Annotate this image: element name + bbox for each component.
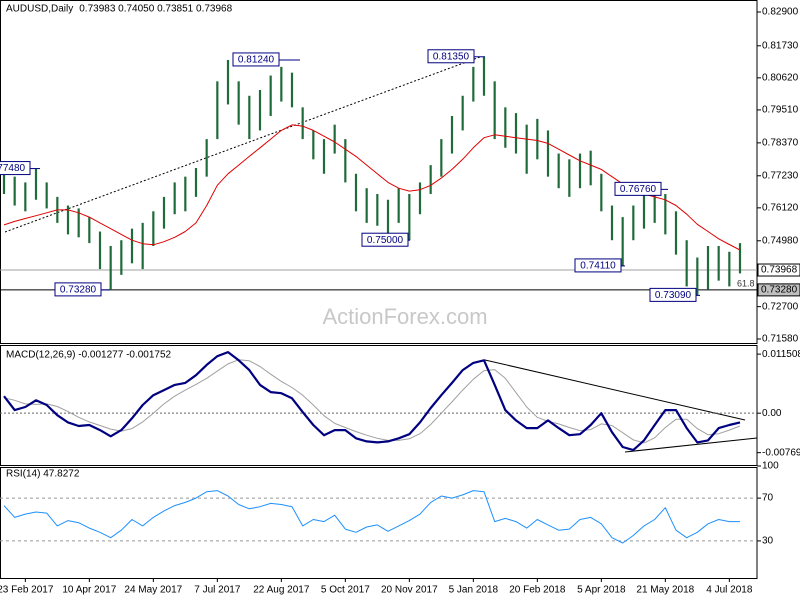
macd-trend-line [624,437,758,453]
x-tick-label: 22 Aug 2017 [253,585,310,596]
panel-title: AUDUSD,Daily [6,4,73,15]
indicator-line [3,490,740,544]
x-tick-label: 5 Oct 2017 [321,585,370,596]
x-tick-label: 5 Apr 2018 [577,585,626,596]
price-marker-label: 0.73280 [761,285,798,296]
annotation-box [427,49,475,64]
y-tick-label: 0.011508 [762,349,800,360]
y-tick-label: 0.79510 [762,105,799,116]
x-tick-label: 21 May 2018 [636,585,694,596]
x-tick-label: 23 Feb 2017 [0,585,54,596]
price-marker-label: 0.73968 [761,265,798,276]
y-tick-label: 0.78370 [762,137,799,148]
fib-level: 61.8 [737,278,755,288]
y-tick-label: 0.80620 [762,73,799,84]
y-tick-label: 0.82900 [762,7,799,18]
x-tick-label: 24 May 2017 [124,585,182,596]
price-marker [757,283,800,297]
panel-title: MACD(12,26,9) -0.001277 -0.001752 [6,350,172,361]
indicator-line [3,359,741,444]
y-tick-label: 0.00 [762,408,782,419]
price-marker [757,263,800,277]
annotation-label: 0.75000 [367,235,404,246]
watermark: ActionForex.com [322,304,487,329]
y-tick-label: 0.77230 [762,170,799,181]
y-tick-label: 0.74980 [762,235,799,246]
annotation-label: 0.73090 [655,290,692,301]
annotation-label: 0.76760 [620,184,657,195]
trend-line [4,56,481,233]
y-tick-label: 0.76120 [762,202,799,213]
annotation-box [232,52,280,67]
annotation-box [361,232,409,247]
x-tick-label: 20 Feb 2018 [509,585,566,596]
annotation-label: 0.81240 [238,55,275,66]
annotation-label: 0.77480 [0,163,26,174]
rsi-panel [0,467,758,579]
annotation-label: 0.73280 [60,285,97,296]
annotation-box [614,181,662,196]
x-tick-label: 5 Jan 2018 [449,585,499,596]
plot-layer: AUDUSD,Daily 0.82900 0.81730 0.80620 0.79510… [0,4,800,596]
y-tick-label: 0.71580 [762,334,799,345]
y-tick-label: 70 [762,493,774,504]
macd-trend-line [484,359,746,421]
y-tick-label: 0.81730 [762,40,799,51]
moving-average [3,124,741,251]
x-tick-label: 4 Jul 2018 [706,585,753,596]
y-tick-label: -0.007694 [762,447,800,458]
y-tick-label: 100 [762,461,779,472]
indicator-line [3,351,741,452]
annotation-box [0,161,31,176]
x-tick-label: 7 Jul 2017 [194,585,241,596]
panel-title: RSI(14) 47.8272 [6,469,80,480]
annotation-box [574,258,622,273]
annotation-box [649,287,697,302]
x-tick-label: 20 Nov 2017 [381,585,438,596]
annotation-label: 0.74110 [580,261,616,272]
x-tick-label: 10 Apr 2017 [62,585,116,596]
annotation-label: 0.81350 [433,51,470,62]
y-tick-label: 30 [762,536,774,547]
quote: 0.73983 0.74050 0.73851 0.73968 [79,4,232,15]
annotation-box [54,282,102,297]
macd-panel [0,345,758,466]
y-tick-label: 0.72700 [762,301,799,312]
